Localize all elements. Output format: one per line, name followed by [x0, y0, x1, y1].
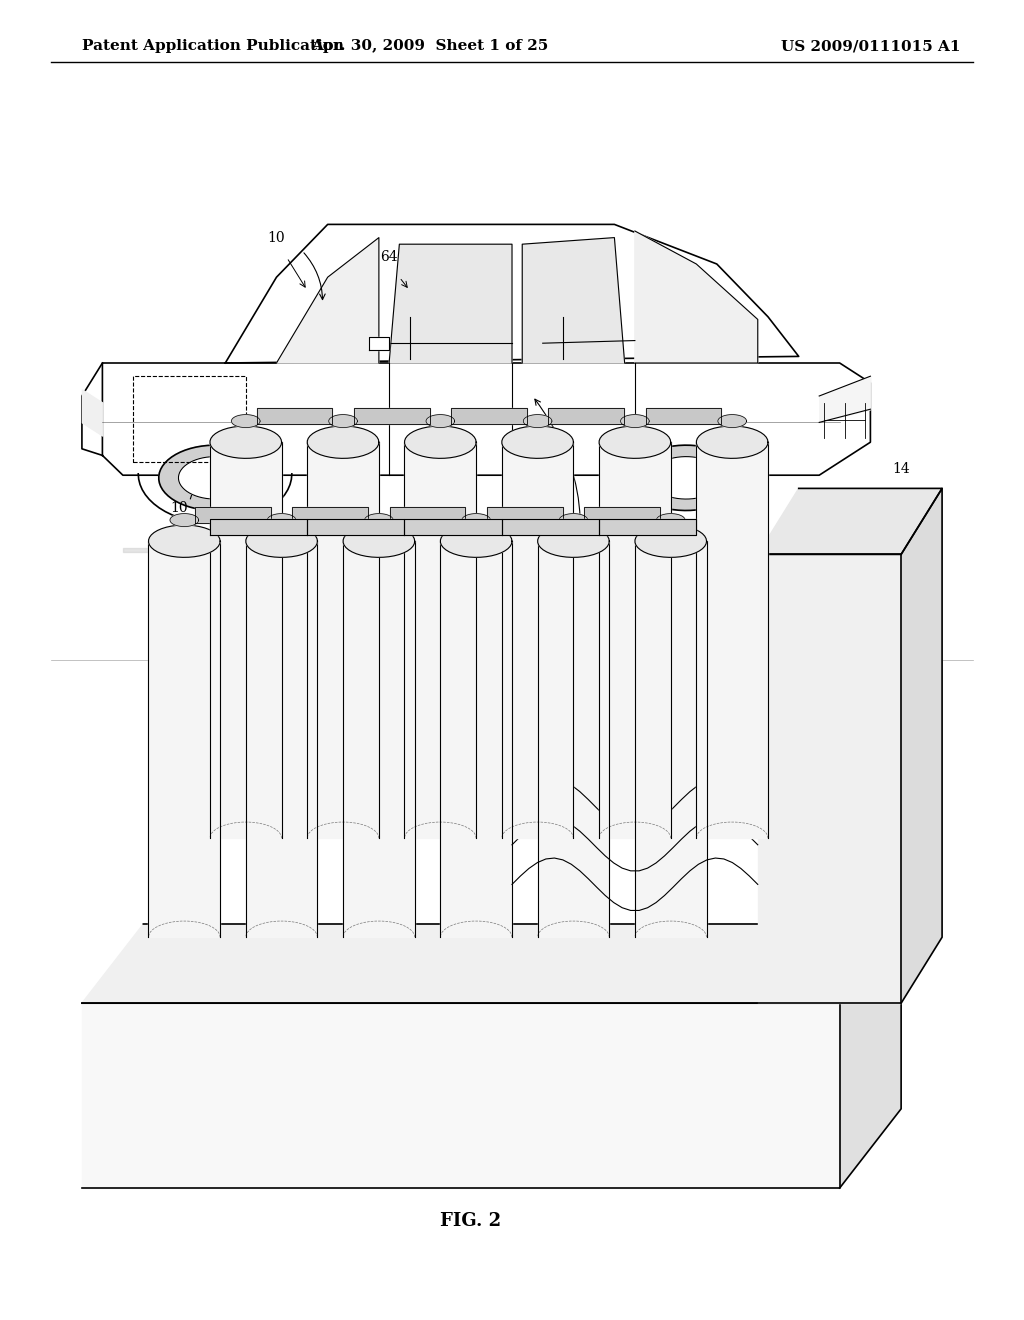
Polygon shape — [630, 445, 742, 511]
Polygon shape — [102, 363, 870, 475]
Text: 12: 12 — [830, 1122, 849, 1135]
Polygon shape — [307, 426, 379, 458]
Polygon shape — [307, 519, 404, 535]
Polygon shape — [758, 554, 901, 1003]
Text: 64: 64 — [380, 251, 398, 264]
Polygon shape — [696, 442, 768, 838]
Polygon shape — [389, 244, 512, 363]
Polygon shape — [502, 519, 599, 535]
Polygon shape — [440, 541, 512, 937]
Polygon shape — [389, 507, 465, 523]
Polygon shape — [276, 238, 379, 363]
Polygon shape — [584, 507, 660, 523]
Polygon shape — [365, 513, 393, 527]
Polygon shape — [621, 414, 649, 428]
Text: 14: 14 — [892, 462, 910, 475]
Polygon shape — [231, 414, 260, 428]
Polygon shape — [159, 445, 271, 511]
Text: 20: 20 — [165, 653, 183, 667]
Polygon shape — [404, 442, 476, 838]
Text: 10: 10 — [170, 502, 188, 515]
Text: US 2009/0111015 A1: US 2009/0111015 A1 — [780, 40, 961, 53]
Text: 16: 16 — [267, 1162, 286, 1175]
Text: 10: 10 — [267, 231, 286, 244]
Polygon shape — [246, 525, 317, 557]
Polygon shape — [599, 519, 696, 535]
Polygon shape — [210, 426, 282, 458]
Text: 11: 11 — [559, 634, 578, 647]
Polygon shape — [178, 457, 252, 499]
Polygon shape — [440, 525, 512, 557]
Polygon shape — [635, 525, 707, 557]
Polygon shape — [307, 442, 379, 838]
Polygon shape — [170, 513, 199, 527]
Polygon shape — [599, 442, 671, 838]
Polygon shape — [195, 507, 270, 523]
Polygon shape — [538, 525, 609, 557]
Polygon shape — [426, 414, 455, 428]
Polygon shape — [404, 426, 476, 458]
Polygon shape — [840, 924, 901, 1188]
Polygon shape — [599, 426, 671, 458]
Polygon shape — [82, 924, 901, 1003]
Polygon shape — [649, 457, 723, 499]
Polygon shape — [404, 519, 502, 535]
Text: Patent Application Publication: Patent Application Publication — [82, 40, 344, 53]
Polygon shape — [538, 541, 609, 937]
Polygon shape — [758, 488, 942, 554]
Polygon shape — [656, 513, 685, 527]
Polygon shape — [256, 408, 332, 424]
Polygon shape — [210, 442, 282, 838]
Text: FIG. 2: FIG. 2 — [440, 1212, 502, 1230]
Polygon shape — [148, 541, 220, 937]
Polygon shape — [635, 231, 758, 363]
Polygon shape — [82, 363, 102, 455]
Polygon shape — [343, 541, 415, 937]
Polygon shape — [523, 414, 552, 428]
Polygon shape — [225, 224, 799, 363]
Polygon shape — [329, 414, 357, 428]
Polygon shape — [696, 426, 768, 458]
Polygon shape — [451, 408, 527, 424]
Polygon shape — [343, 525, 415, 557]
Polygon shape — [210, 519, 307, 535]
Text: FIG. 1: FIG. 1 — [440, 591, 502, 610]
Text: 30: 30 — [160, 726, 178, 739]
Polygon shape — [369, 337, 389, 350]
Text: Apr. 30, 2009  Sheet 1 of 25: Apr. 30, 2009 Sheet 1 of 25 — [311, 40, 549, 53]
Polygon shape — [646, 408, 722, 424]
Polygon shape — [559, 513, 588, 527]
Polygon shape — [522, 238, 625, 363]
Polygon shape — [549, 408, 625, 424]
Polygon shape — [82, 1003, 840, 1188]
Polygon shape — [462, 513, 490, 527]
Polygon shape — [148, 525, 220, 557]
Polygon shape — [487, 507, 563, 523]
Polygon shape — [293, 507, 369, 523]
Polygon shape — [901, 488, 942, 1003]
Polygon shape — [246, 541, 317, 937]
Polygon shape — [267, 513, 296, 527]
Polygon shape — [635, 541, 707, 937]
Polygon shape — [354, 408, 430, 424]
Polygon shape — [502, 426, 573, 458]
Polygon shape — [718, 414, 746, 428]
Polygon shape — [502, 442, 573, 838]
